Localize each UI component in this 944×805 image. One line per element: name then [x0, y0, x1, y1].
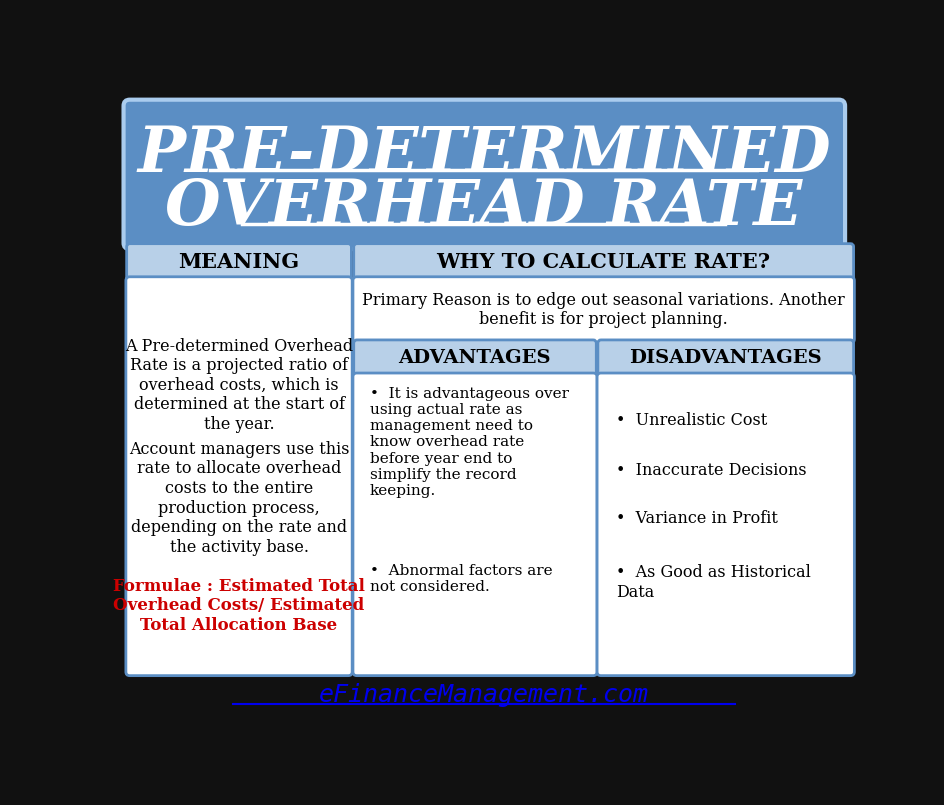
- Text: •  As Good as Historical
Data: • As Good as Historical Data: [615, 564, 810, 601]
- Text: Formulae : Estimated Total
Overhead Costs/ Estimated
Total Allocation Base: Formulae : Estimated Total Overhead Cost…: [113, 578, 364, 634]
- FancyBboxPatch shape: [597, 373, 853, 675]
- Text: ADVANTAGES: ADVANTAGES: [398, 349, 550, 367]
- Text: •  Unrealistic Cost: • Unrealistic Cost: [615, 412, 767, 429]
- Text: Account managers use this
rate to allocate overhead
costs to the entire
producti: Account managers use this rate to alloca…: [128, 441, 349, 555]
- Text: MEANING: MEANING: [178, 252, 299, 272]
- Text: WHY TO CALCULATE RATE?: WHY TO CALCULATE RATE?: [436, 252, 769, 272]
- FancyBboxPatch shape: [352, 277, 853, 343]
- Text: PRE-DETERMINED: PRE-DETERMINED: [137, 124, 830, 185]
- FancyBboxPatch shape: [352, 373, 597, 675]
- FancyBboxPatch shape: [126, 277, 352, 675]
- Text: •  Inaccurate Decisions: • Inaccurate Decisions: [615, 462, 805, 479]
- Text: Primary Reason is to edge out seasonal variations. Another
benefit is for projec: Primary Reason is to edge out seasonal v…: [362, 291, 844, 328]
- Text: •  Variance in Profit: • Variance in Profit: [615, 510, 777, 527]
- FancyBboxPatch shape: [124, 100, 844, 249]
- Text: eFinanceManagement.com: eFinanceManagement.com: [318, 683, 649, 707]
- Text: •  Abnormal factors are
not considered.: • Abnormal factors are not considered.: [370, 564, 552, 594]
- Text: DISADVANTAGES: DISADVANTAGES: [629, 349, 821, 367]
- FancyBboxPatch shape: [598, 340, 852, 377]
- Text: •  It is advantageous over
using actual rate as
management need to
know overhead: • It is advantageous over using actual r…: [370, 387, 568, 498]
- Text: OVERHEAD RATE: OVERHEAD RATE: [165, 177, 801, 239]
- FancyBboxPatch shape: [353, 244, 852, 281]
- FancyBboxPatch shape: [353, 340, 596, 377]
- FancyBboxPatch shape: [126, 244, 351, 281]
- Text: A Pre-determined Overhead
Rate is a projected ratio of
overhead costs, which is
: A Pre-determined Overhead Rate is a proj…: [125, 337, 353, 433]
